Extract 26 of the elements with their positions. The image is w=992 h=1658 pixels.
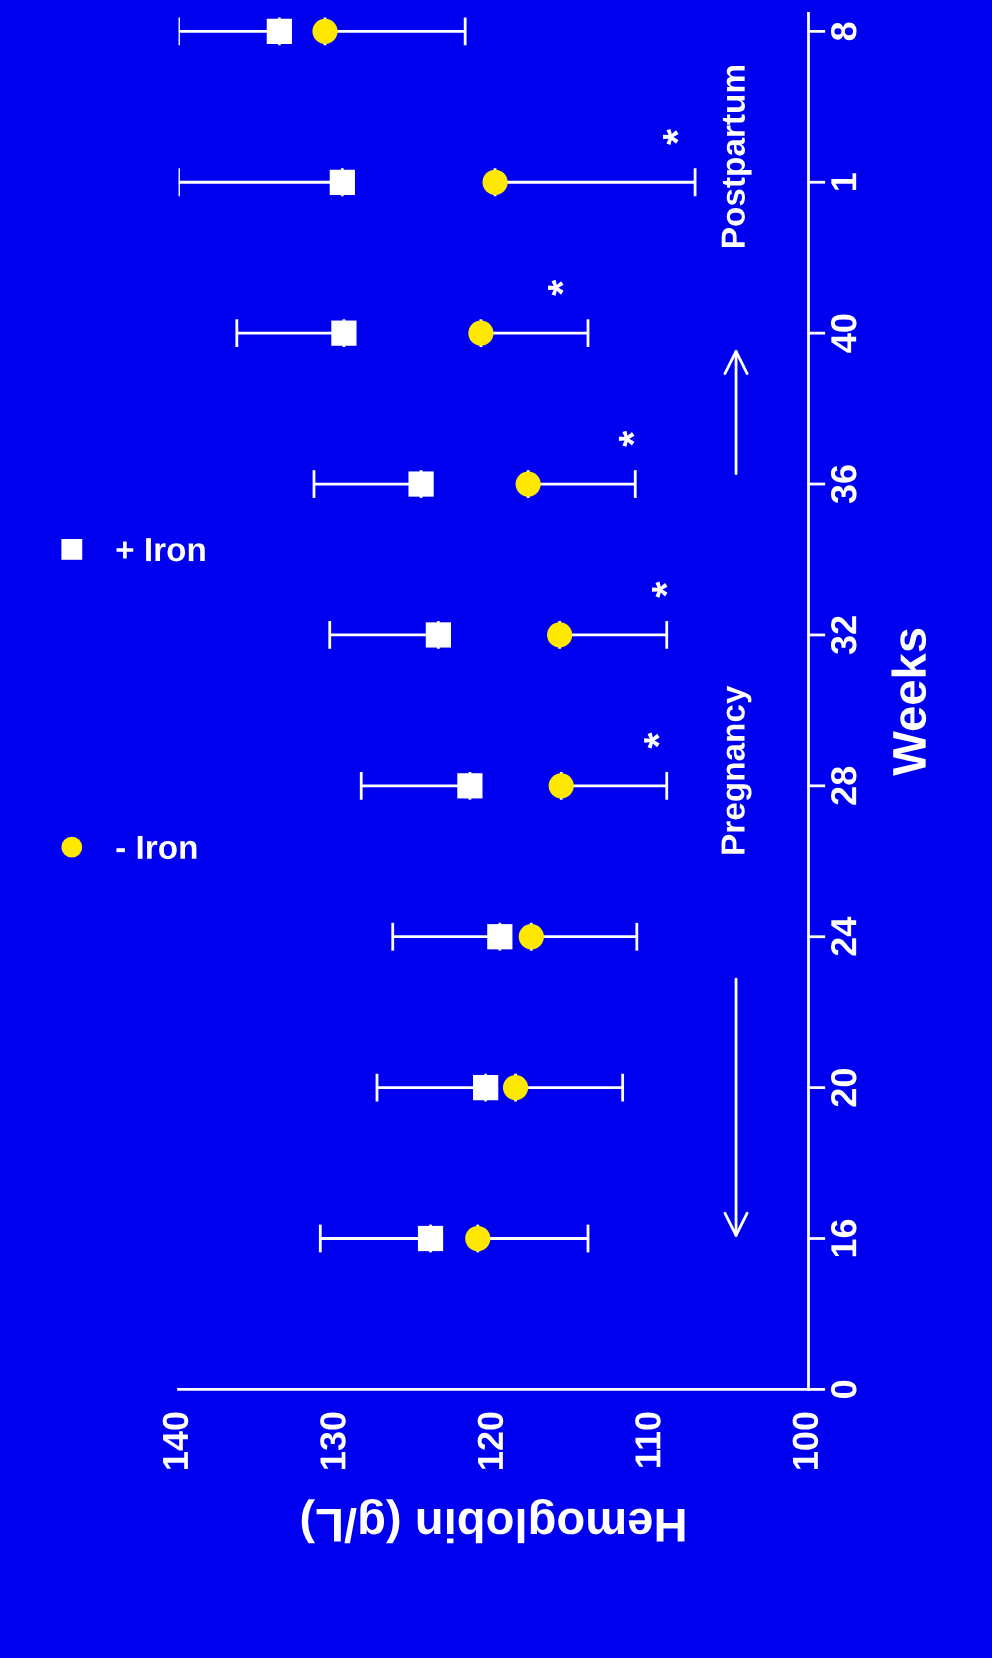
x-tick-label: 130 [320, 1412, 346, 1469]
x-axis-title: Hemoglobin (g/L) [301, 1498, 685, 1544]
annotation: * [652, 581, 668, 598]
annotation: * [644, 732, 660, 749]
y-axis-title: Weeks [891, 628, 927, 776]
y-tick-label: 24 [830, 916, 857, 956]
y-tick-label: 16 [830, 1219, 857, 1257]
y-tick-label: 1 [831, 173, 857, 191]
annotation: Pregnancy [721, 685, 752, 854]
annotation: * [618, 430, 635, 447]
y-tick-label: 36 [830, 465, 857, 504]
annotation: Postpartum [721, 66, 752, 247]
y-tick-label: 28 [830, 766, 857, 805]
y-tick-label: 32 [830, 616, 857, 655]
y-tick-label: 8 [830, 22, 857, 41]
x-tick-label: 100 [792, 1412, 819, 1469]
legend-label: - Iron [116, 835, 197, 860]
x-tick-label: 140 [162, 1412, 189, 1469]
x-tick-label: 110 [635, 1412, 661, 1467]
y-tick-label: 20 [830, 1069, 857, 1107]
y-tick-label: 40 [830, 314, 857, 353]
annotation: * [548, 279, 564, 296]
legend-label: + Iron [116, 538, 205, 562]
y-tick-label: 0 [830, 1380, 857, 1399]
x-tick-label: 120 [477, 1412, 504, 1469]
annotation: * [663, 128, 679, 145]
